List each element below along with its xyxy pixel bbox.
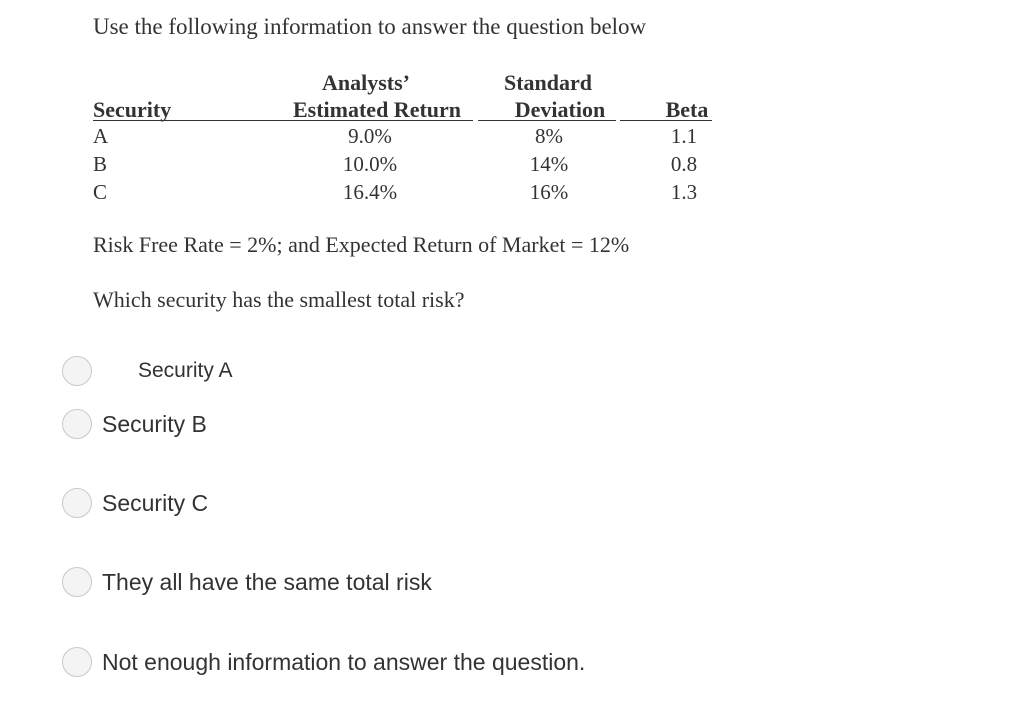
row-a-sd: 8%	[535, 124, 563, 148]
header-beta: Beta	[665, 97, 709, 122]
option-label: Not enough information to answer the que…	[102, 648, 586, 675]
header-sd-line2: Deviation	[514, 97, 606, 122]
row-b-beta: 0.8	[670, 152, 698, 176]
header-security: Security	[93, 97, 172, 122]
option-label: Security A	[138, 359, 233, 382]
row-c-sd: 16%	[529, 180, 569, 204]
row-a-return: 9.0%	[348, 124, 392, 148]
option-not-enough-info[interactable]: Not enough information to answer the que…	[62, 645, 585, 679]
option-label: They all have the same total risk	[102, 568, 432, 595]
row-c-security: C	[93, 180, 108, 204]
option-label: Security B	[102, 410, 207, 437]
row-b-return: 10.0%	[342, 152, 398, 176]
question-text: Which security has the smallest total ri…	[93, 287, 465, 312]
option-security-a[interactable]: Security A	[62, 354, 233, 388]
option-security-b[interactable]: Security B	[62, 407, 207, 441]
row-b-sd: 14%	[529, 152, 569, 176]
option-security-c[interactable]: Security C	[62, 486, 208, 520]
row-c-beta: 1.3	[670, 180, 698, 204]
radio-button-icon[interactable]	[62, 409, 92, 439]
radio-button-icon[interactable]	[62, 647, 92, 677]
row-b-security: B	[93, 152, 108, 176]
radio-button-icon[interactable]	[62, 488, 92, 518]
header-rule-left	[93, 120, 473, 121]
header-sd-line1: Standard	[503, 70, 593, 95]
header-return-line2: Estimated Return	[292, 97, 462, 122]
header-rule-sd	[478, 120, 616, 121]
market-info-text: Risk Free Rate = 2%; and Expected Return…	[93, 232, 630, 257]
row-a-security: A	[93, 124, 109, 148]
option-same-total-risk[interactable]: They all have the same total risk	[62, 565, 432, 599]
header-rule-beta	[620, 120, 712, 121]
radio-button-icon[interactable]	[62, 567, 92, 597]
instruction-text: Use the following information to answer …	[93, 14, 647, 39]
header-return-line1: Analysts’	[321, 70, 411, 95]
row-a-beta: 1.1	[670, 124, 698, 148]
radio-button-icon[interactable]	[62, 356, 92, 386]
row-c-return: 16.4%	[342, 180, 398, 204]
option-label: Security C	[102, 489, 209, 516]
